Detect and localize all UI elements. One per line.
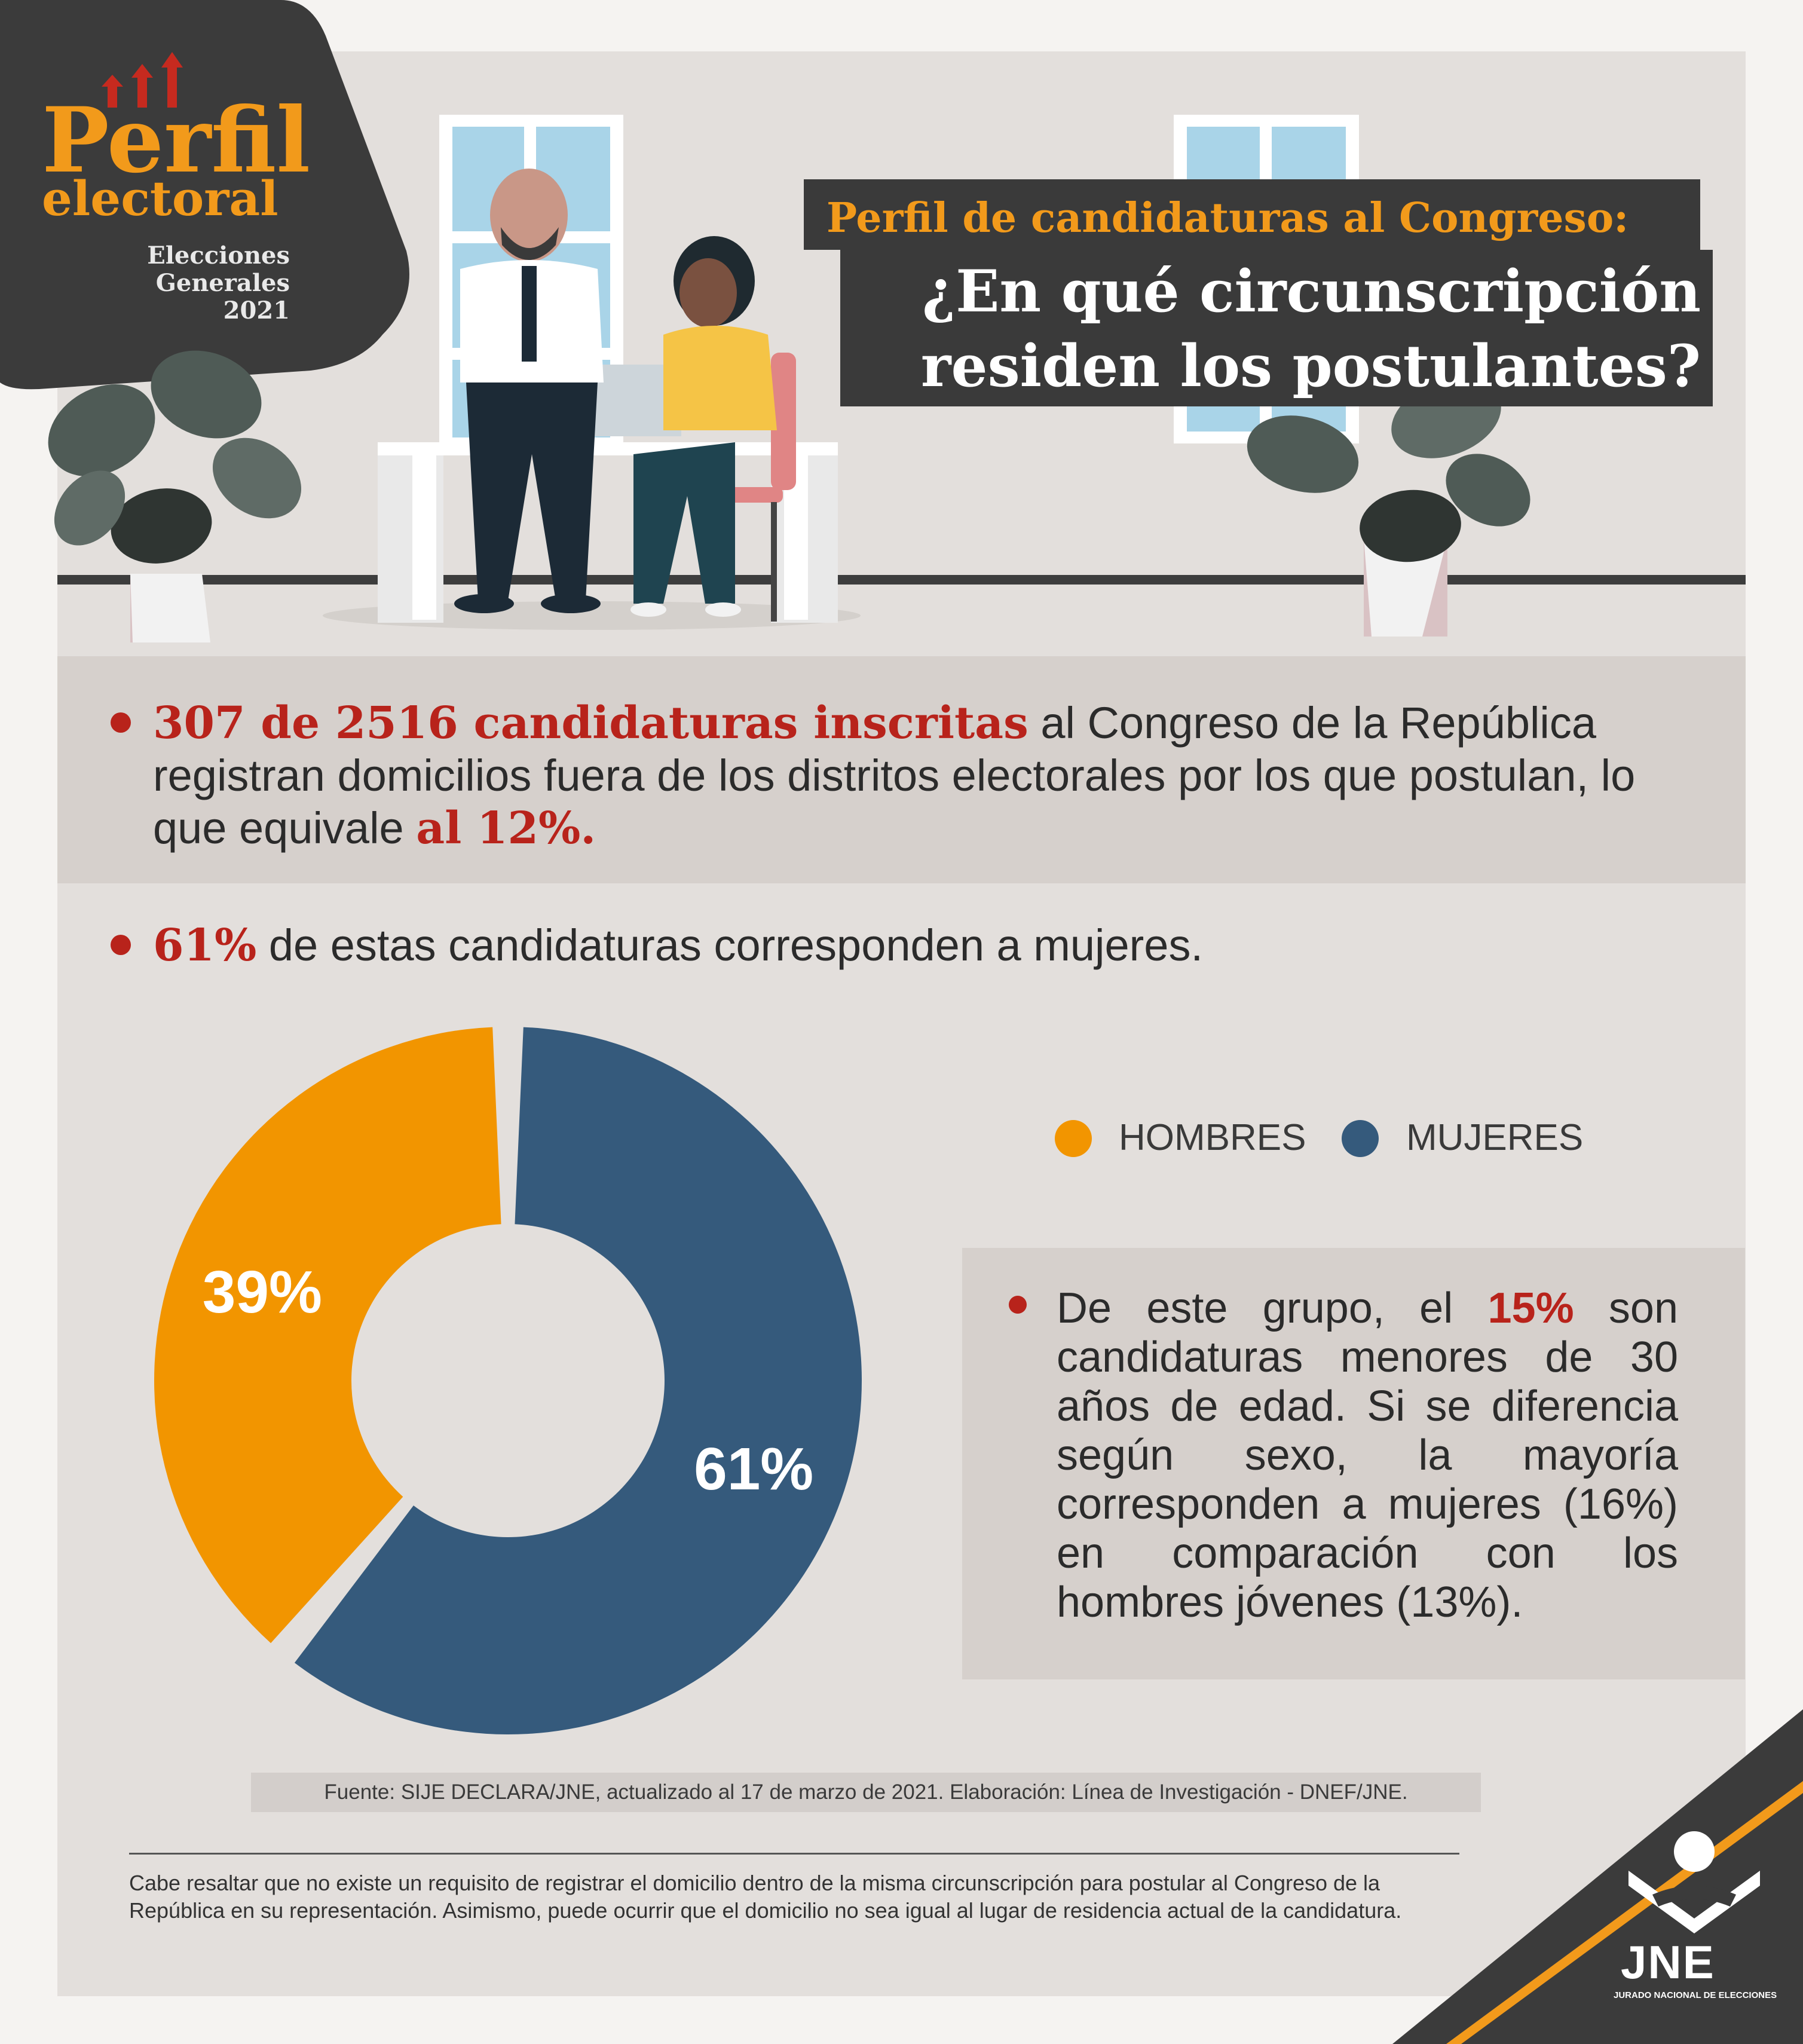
- divider: [129, 1853, 1459, 1855]
- man-figure-icon: [454, 169, 604, 613]
- donut-label-hombres: 39%: [203, 1259, 322, 1326]
- logo-corner-shape: [0, 0, 409, 390]
- note-text: De este grupo, el 15% son candidaturas m…: [1057, 1284, 1678, 1627]
- plant-left-icon: [48, 350, 302, 642]
- statement-2-highlight: 61%: [153, 920, 257, 971]
- legend-mujeres-label: MUJERES: [1406, 1117, 1584, 1158]
- donut-slice-hombres: [154, 1027, 501, 1644]
- logo-title-line2: electoral: [42, 170, 278, 227]
- statement-2: 61% de estas candidaturas corresponden a…: [153, 919, 1647, 972]
- statement-band: [57, 656, 1746, 883]
- bullet-icon: [111, 712, 131, 733]
- brand-corner-shape: [1392, 1709, 1803, 2044]
- brand-full-name: JURADO NACIONAL DE ELECCIONES: [1614, 1990, 1777, 2000]
- statement-2-text: de estas candidaturas corresponden a muj…: [256, 920, 1203, 970]
- note-highlight: 15%: [1487, 1284, 1574, 1332]
- statement-1-highlight-end: al 12%.: [416, 803, 596, 854]
- statement-1-text: al Congreso de la República registran do…: [153, 698, 1636, 853]
- plant-right-icon: [1247, 378, 1530, 637]
- donut-label-mujeres: 61%: [694, 1436, 813, 1503]
- note-box: [962, 1248, 1745, 1679]
- statement-1-highlight: 307 de 2516 candidaturas inscritas: [153, 697, 1028, 749]
- title-background: [840, 250, 1713, 406]
- note-text-before: De este grupo, el: [1057, 1284, 1488, 1332]
- legend-hombres-swatch: [1055, 1120, 1092, 1157]
- statement-1: 307 de 2516 candidaturas inscritas al Co…: [153, 697, 1683, 855]
- jne-emblem-icon: [1628, 1831, 1760, 1933]
- source-note: Fuente: SIJE DECLARA/JNE, actualizado al…: [251, 1773, 1481, 1812]
- woman-figure-icon: [630, 236, 777, 617]
- footnote: Cabe resaltar que no existe un requisito…: [129, 1871, 1402, 1923]
- brand-acronym: JNE: [1621, 1936, 1715, 1988]
- page-kicker: Perfil de candidaturas al Congreso:: [826, 194, 1629, 242]
- legend-mujeres-swatch: [1342, 1120, 1379, 1157]
- legend-hombres-label: HOMBRES: [1119, 1117, 1306, 1158]
- note-text-after: son candidaturas menores de 30 años de e…: [1057, 1284, 1678, 1626]
- office-scene: [48, 169, 1530, 642]
- bullet-icon: [1009, 1296, 1027, 1314]
- desk-icon: [378, 442, 838, 623]
- bullet-icon: [111, 935, 131, 955]
- logo-title: Perfil: [42, 88, 311, 193]
- rising-arrows-icon: [102, 52, 183, 108]
- page-title: ¿En qué circunscripción residen los post…: [920, 258, 1701, 400]
- logo-subtitle: Elecciones Generales 2021: [147, 241, 290, 325]
- donut-chart: 61% 39%: [154, 1027, 862, 1734]
- kicker-background: [804, 179, 1700, 250]
- donut-slice-mujeres: [294, 1027, 862, 1734]
